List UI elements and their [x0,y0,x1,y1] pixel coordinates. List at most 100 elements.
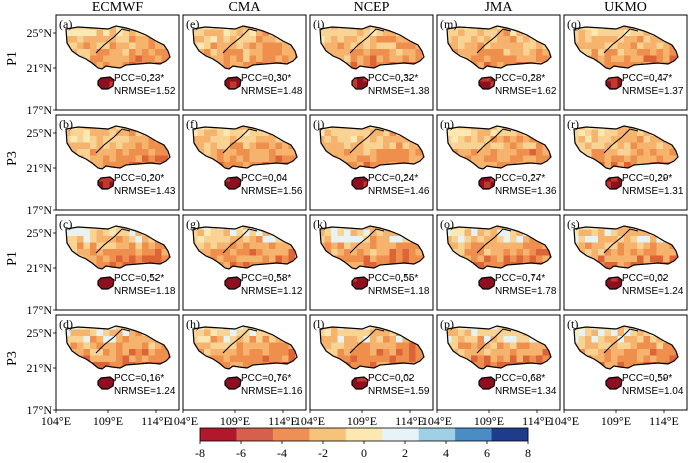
grid-cell [116,342,123,350]
nrmse-label: NRMSE=1.31 [622,186,684,197]
colorbar-tick-label: 8 [525,446,531,460]
grid-cell [223,36,231,43]
grid-cell [637,255,644,263]
island-dot [282,378,284,380]
grid-cell [617,262,625,269]
grid-cell [230,255,237,263]
grid-cell [363,149,371,156]
grid-cell [109,362,117,369]
grid-cell [217,249,224,256]
grid-cell [230,149,237,156]
grid-cell [109,255,117,263]
grid-cell [210,142,218,150]
grid-cell [236,55,244,63]
grid-cell [217,336,224,343]
grid-cell [204,26,211,30]
grid-cell [77,36,84,43]
grid-cell [542,349,550,356]
grid-cell [193,229,198,237]
grid-cell [458,142,465,150]
grid-cell [142,255,149,263]
grid-cell [396,355,403,363]
grid-cell [83,29,91,37]
grid-cell [409,42,416,50]
grid-cell [604,242,612,250]
pcc-label: PCC=0.16* [114,373,164,384]
grid-cell [510,336,517,343]
grid-cell [161,55,169,63]
lon-tick-label: 109°E [601,414,631,428]
grid-cell [604,362,612,369]
grid-cell [116,36,123,43]
lon-tick-label: 104°E [41,414,71,428]
province-border [95,128,131,154]
grid-cell [477,281,485,289]
grid-cell [320,236,325,243]
grid-cell [116,136,123,143]
grid-cell [637,42,644,50]
grid-cell [66,229,71,237]
grid-cell [611,142,618,150]
colorbar-segment [200,428,237,441]
grid-cell [471,349,478,356]
grid-cell [383,355,390,363]
grid-cell [523,249,530,256]
grid-cell [471,149,478,156]
grid-cell [161,349,169,356]
grid-cell [490,129,498,137]
grid-cell [402,136,410,143]
grid-cell [331,336,338,343]
grid-cell [70,229,78,237]
panel-id: (i) [313,17,324,31]
grid-cell [497,55,504,63]
grid-cell [243,226,250,230]
grid-cell [230,49,237,56]
grid-cell [363,249,371,256]
grid-cell [604,181,612,189]
grid-cell [471,255,478,263]
grid-cell [490,236,498,243]
island-dot [659,74,661,76]
province-border [349,28,385,54]
grid-cell [370,126,377,130]
grid-cell [617,329,625,337]
grid-cell [77,42,84,50]
grid-cell [669,255,677,263]
grid-cell [370,55,377,63]
grid-cell [135,255,143,263]
grid-cell [497,326,504,330]
grid-cell [116,129,123,137]
grid-cell [643,255,651,263]
grid-cell [275,49,283,56]
grid-cell [669,149,677,156]
grid-cell [96,342,104,350]
grid-cell [503,355,511,363]
grid-cell [210,336,218,343]
grid-cell [617,29,625,37]
island-dot [278,74,280,76]
island-dot [155,378,157,380]
grid-cell [109,136,117,143]
grid-cell [516,129,524,137]
grid-cell [598,236,605,243]
grid-cell [376,55,384,63]
grid-cell [116,29,123,37]
grid-cell [331,229,338,237]
island-dot [147,180,149,182]
grid-cell [477,355,485,363]
grid-cell [523,55,530,63]
grid-cell [396,249,403,256]
grid-cell [122,229,130,237]
map-panel: (q)PCC=0.47*NRMSE=1.37 [563,14,688,111]
grid-cell [604,329,612,337]
grid-cell [243,36,250,43]
grid-cell [275,349,283,356]
grid-cell [262,42,270,50]
nrmse-label: NRMSE=1.18 [114,286,176,297]
grid-cell [503,242,511,250]
grid-cell [464,236,472,243]
grid-cell [344,255,351,263]
grid-cell [490,149,498,156]
grid-cell [484,142,491,150]
